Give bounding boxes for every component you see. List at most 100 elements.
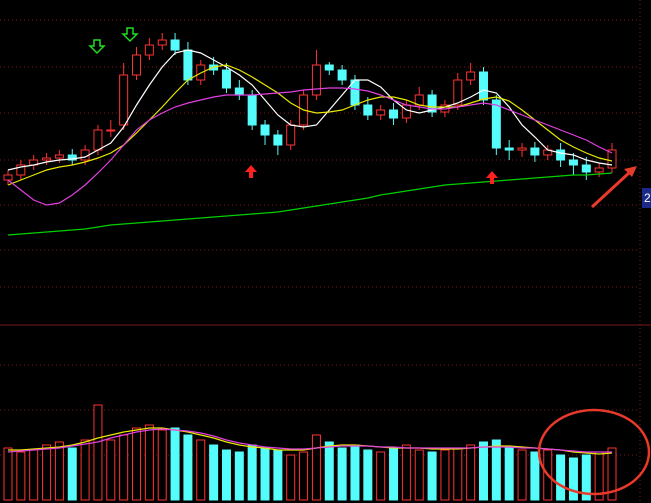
volume-bar [3,447,13,501]
volume-bar [376,451,386,501]
volume-bar [54,441,64,501]
candle-body [286,124,296,146]
candle-body [67,154,77,161]
volume-bar [260,447,270,501]
edge-label-box [642,188,651,208]
volume-bar [453,447,463,501]
candle-body [337,69,347,81]
volume-bar [530,451,540,501]
candle-body [530,147,540,156]
volume-bar [42,444,52,501]
volume-bar [389,447,399,501]
trend-arrow [590,170,632,209]
volume-bar [234,451,244,501]
candle-body [363,104,373,116]
candle-body [273,134,283,146]
moving-average-line [7,49,613,171]
candle-body [466,71,476,81]
volume-bar [517,449,527,501]
candle-body [260,124,270,136]
candle-body [183,49,193,81]
volume-bar [16,451,26,501]
volume-bar [286,454,296,501]
buy-arrow [245,165,257,178]
candle-body [517,147,527,151]
volume-bar [170,427,180,501]
volume-bar [209,444,219,501]
candle-body [594,167,604,173]
candle-body [119,74,129,126]
moving-average-line [7,87,613,206]
volume-bar [504,447,514,501]
candle-body [478,71,488,101]
volume-bar [221,449,231,501]
volume-bar [311,434,321,501]
trend-arrow-head [624,166,637,177]
volume-bar [247,444,257,501]
moving-average-line [7,428,612,453]
candle-body [157,39,167,46]
volume-bar [556,454,566,501]
volume-bar [132,427,142,501]
candle-body [389,109,399,119]
moving-average-line [7,64,613,186]
candle-body [144,44,154,56]
edge-label: 2 [644,191,651,205]
candle-body [106,129,116,132]
volume-bar [119,434,129,501]
volume-bar [80,439,90,501]
annotations [88,27,651,496]
volume-bar [144,424,154,501]
volume-bar [581,454,591,501]
candle-body [93,129,103,151]
volume-bar [350,444,360,501]
candle-body [54,154,64,159]
volume-bar [568,457,578,501]
candle-body [247,94,257,126]
volume-bar [337,447,347,501]
volume-bar [273,449,283,501]
candle-body [504,147,514,151]
volume-bar [427,451,437,501]
volume-bar [106,439,116,501]
volume-bar [363,449,373,501]
candle-body [311,64,321,96]
volume-bar [157,429,167,501]
sell-arrow [88,39,106,55]
candle-body [607,149,617,169]
volume-bar [324,441,334,501]
marks [3,33,617,501]
candle-body [132,54,142,76]
candle-body [568,159,578,166]
volume-bar [466,444,476,501]
candle-body [170,39,180,51]
volume-bar [491,439,501,501]
volume-bar [183,434,193,501]
candle-body [556,149,566,161]
volume-bar [607,447,617,501]
candle-body [234,87,244,96]
volume-bar [67,447,77,501]
candle-body [453,79,463,106]
candle-body [376,109,386,116]
buy-arrow [486,171,498,184]
sell-arrow [121,27,139,43]
candle-body [581,164,591,173]
volume-bar [440,449,450,501]
moving-average-line [7,172,613,236]
candle-body [324,64,334,71]
volume-bar [401,444,411,501]
volume-bar [299,451,309,501]
candle-body [401,104,411,119]
candle-body [3,174,13,181]
volume-bar [414,449,424,501]
volume-bar [29,449,39,501]
volume-bar [196,439,206,501]
candle-body [491,99,501,149]
volume-bar [93,404,103,501]
candle-body [221,69,231,89]
candle-body [16,164,26,176]
volume-bar [478,441,488,501]
highlight-circle [537,408,651,496]
